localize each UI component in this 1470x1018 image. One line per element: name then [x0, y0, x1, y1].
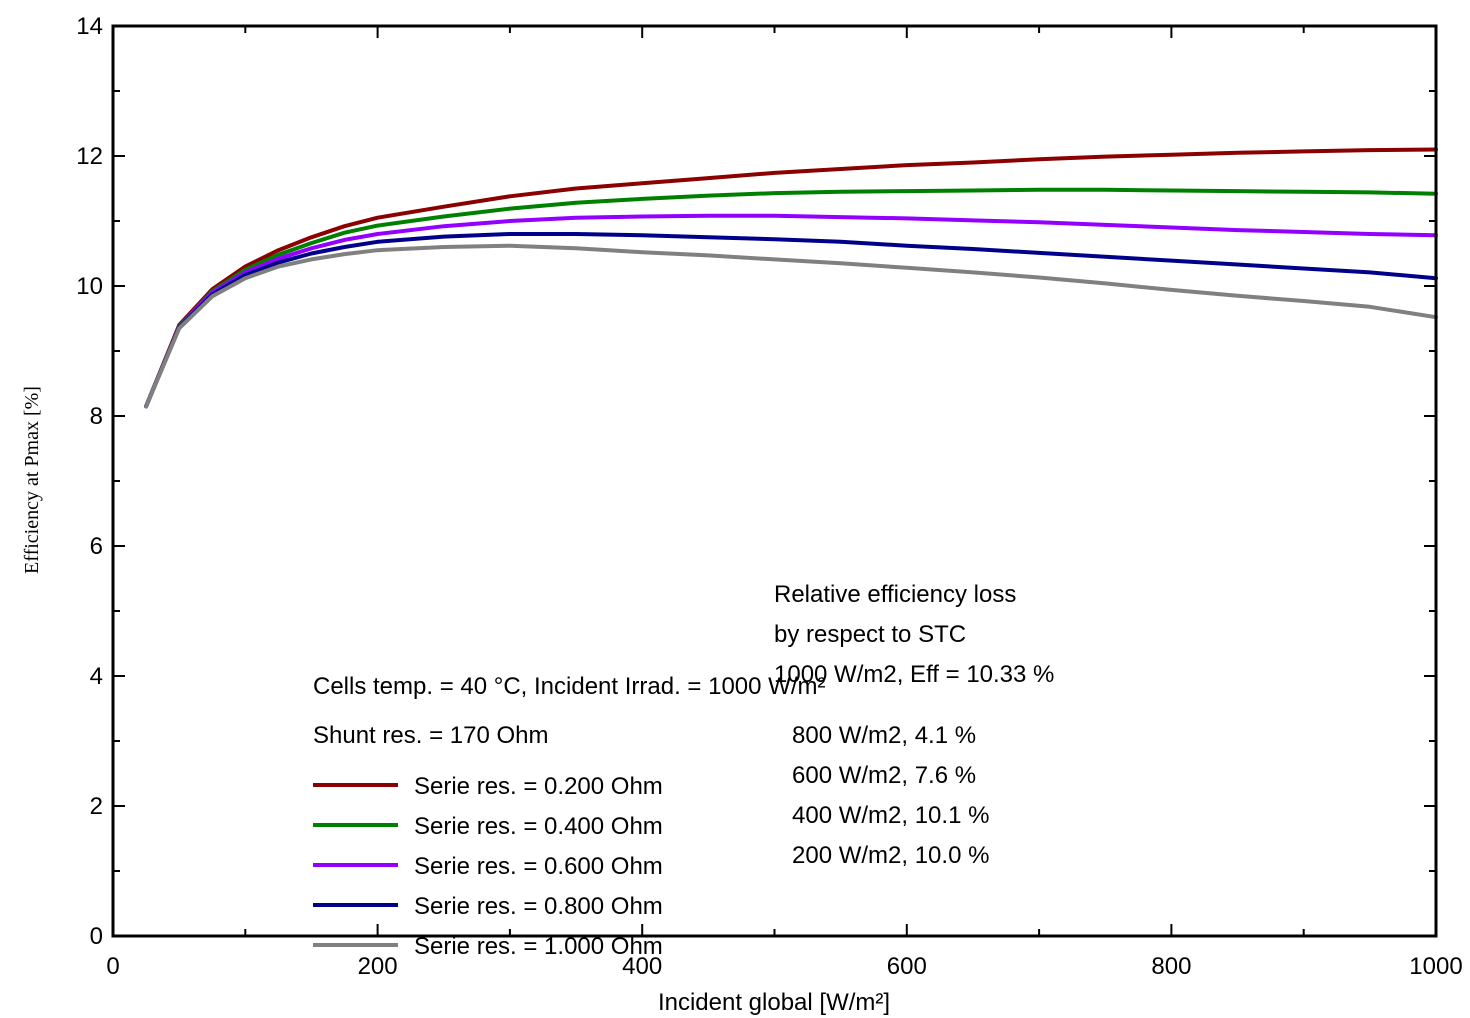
legend-label: Serie res. = 1.000 Ohm — [414, 933, 663, 960]
series-line — [144, 147, 1438, 409]
loss-row: 200 W/m2, 10.0 % — [792, 842, 989, 869]
loss-box: Relative efficiency loss by respect to S… — [774, 581, 1054, 869]
y-tick-label: 2 — [90, 793, 103, 820]
x-tick-label: 400 — [622, 953, 662, 980]
y-tick-label: 8 — [90, 403, 103, 430]
series-line — [144, 232, 1438, 409]
series-line — [144, 187, 1438, 409]
y-tick-label: 6 — [90, 533, 103, 560]
series-line — [144, 213, 1438, 409]
loss-row: 600 W/m2, 7.6 % — [792, 762, 976, 789]
x-tick-label: 600 — [887, 953, 927, 980]
y-tick-label: 10 — [76, 273, 103, 300]
conditions-annotation: Cells temp. = 40 °C, Incident Irrad. = 1… — [313, 673, 825, 749]
x-tick-label: 800 — [1151, 953, 1191, 980]
x-tick-label: 200 — [358, 953, 398, 980]
condition-line: Cells temp. = 40 °C, Incident Irrad. = 1… — [313, 673, 825, 700]
y-tick-labels: 0 2 4 6 8 10 12 14 — [76, 13, 103, 950]
y-axis-title: Efficiency at Pmax [%] — [21, 386, 43, 574]
legend-label: Serie res. = 0.800 Ohm — [414, 893, 663, 920]
legend-label: Serie res. = 0.600 Ohm — [414, 853, 663, 880]
series-curves — [144, 147, 1438, 409]
loss-box-stc: 1000 W/m2, Eff = 10.33 % — [774, 661, 1054, 688]
condition-line: Shunt res. = 170 Ohm — [313, 722, 548, 749]
y-tick-label: 0 — [90, 923, 103, 950]
series-line — [144, 243, 1438, 409]
y-tick-label: 14 — [76, 13, 103, 40]
axis-ticks — [112, 25, 1437, 937]
x-tick-label: 1000 — [1409, 953, 1462, 980]
legend: Serie res. = 0.200 Ohm Serie res. = 0.400… — [313, 773, 663, 960]
loss-box-title: Relative efficiency loss — [774, 581, 1016, 608]
x-tick-label: 0 — [106, 953, 119, 980]
y-tick-label: 4 — [90, 663, 103, 690]
legend-label: Serie res. = 0.400 Ohm — [414, 813, 663, 840]
plot-frame — [111, 24, 1438, 938]
legend-label: Serie res. = 0.200 Ohm — [414, 773, 663, 800]
loss-row: 400 W/m2, 10.1 % — [792, 802, 989, 829]
x-axis-title: Incident global [W/m²] — [658, 989, 890, 1016]
y-tick-label: 12 — [76, 143, 103, 170]
x-tick-labels: 0 200 400 600 800 1000 — [106, 953, 1462, 980]
loss-box-title: by respect to STC — [774, 621, 966, 648]
loss-row: 800 W/m2, 4.1 % — [792, 722, 976, 749]
